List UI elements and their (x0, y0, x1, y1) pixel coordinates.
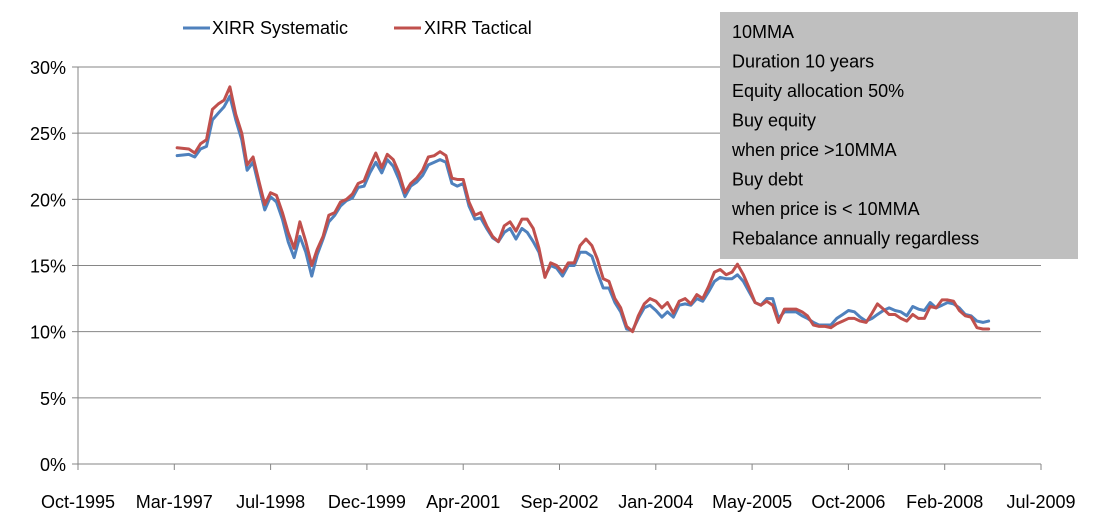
y-tick-label: 25% (30, 124, 66, 144)
x-tick-label: Jan-2004 (618, 492, 693, 512)
annotation-line: Rebalance annually regardless (732, 229, 979, 249)
annotation-line: 10MMA (732, 22, 794, 42)
annotation-line: when price is < 10MMA (731, 199, 920, 219)
legend-label: XIRR Tactical (424, 18, 532, 38)
annotation-line: Duration 10 years (732, 52, 874, 72)
y-tick-label: 10% (30, 323, 66, 343)
y-tick-label: 5% (40, 389, 66, 409)
x-tick-label: Sep-2002 (520, 492, 598, 512)
x-tick-label: May-2005 (712, 492, 792, 512)
annotation-line: when price >10MMA (731, 140, 897, 160)
x-tick-label: Mar-1997 (136, 492, 213, 512)
x-tick-label: Oct-1995 (41, 492, 115, 512)
series-lines (175, 85, 991, 334)
y-tick-label: 0% (40, 455, 66, 475)
legend: XIRR Systematic XIRR Tactical (183, 18, 532, 38)
annotation-background (720, 12, 1078, 259)
y-tick-label: 30% (30, 58, 66, 78)
series-line-systematic (175, 94, 991, 332)
x-tick-label: Apr-2001 (426, 492, 500, 512)
y-tick-label: 20% (30, 190, 66, 210)
x-tick-label: Jul-1998 (236, 492, 305, 512)
x-tick-label: Jul-2009 (1006, 492, 1075, 512)
annotation-line: Buy debt (732, 170, 803, 190)
annotation-box: 10MMA Duration 10 years Equity allocation … (720, 12, 1078, 259)
annotation-line: Buy equity (732, 111, 816, 131)
y-tick-label: 15% (30, 257, 66, 277)
x-tick-label: Oct-2006 (811, 492, 885, 512)
legend-label: XIRR Systematic (212, 18, 348, 38)
x-tick-label: Dec-1999 (328, 492, 406, 512)
x-tick-label: Feb-2008 (906, 492, 983, 512)
axes: 0% 5% 10% 15% 20% 25% 30% Oct-1995 Mar-1997 Jul-1… (30, 58, 1076, 512)
annotation-line: Equity allocation 50% (732, 81, 904, 101)
series-line-tactical (175, 85, 991, 334)
